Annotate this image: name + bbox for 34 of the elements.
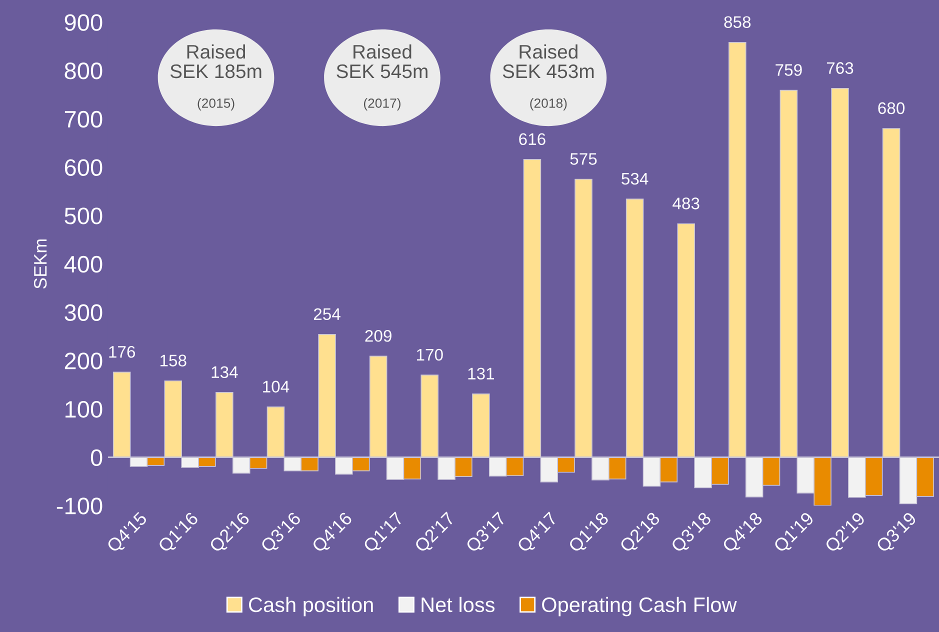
- y-tick-label: 0: [90, 449, 102, 466]
- data-label: 858: [724, 16, 751, 28]
- annotation: Raised SEK 185m (2015): [170, 44, 262, 110]
- y-tick-label: 600: [64, 159, 102, 176]
- data-label: 759: [776, 64, 802, 76]
- legend-label: Operating Cash Flow: [542, 596, 737, 616]
- data-label: 254: [314, 308, 340, 320]
- data-label: 104: [263, 380, 290, 393]
- y-tick-label: 200: [64, 352, 102, 370]
- data-label: 763: [826, 62, 854, 74]
- y-tick-label: 300: [64, 304, 102, 321]
- data-label: 134: [212, 366, 238, 378]
- data-label: 131: [468, 368, 494, 380]
- legend-label: Cash position: [249, 596, 373, 616]
- data-label: 616: [519, 133, 546, 146]
- y-axis-title: SEKm: [34, 239, 47, 289]
- data-label: 680: [878, 102, 905, 114]
- data-label: 483: [672, 198, 700, 210]
- data-label: 170: [416, 348, 443, 361]
- data-label: 534: [622, 172, 648, 185]
- y-tick-label: 700: [64, 110, 102, 128]
- legend-label: Net loss: [422, 596, 495, 612]
- annotation: Raised SEK 453m (2018): [502, 44, 594, 110]
- data-label: 209: [365, 330, 392, 342]
- y-tick-label: -100: [56, 498, 102, 514]
- data-label: 158: [160, 354, 186, 366]
- annotation: Raised SEK 545m (2017): [336, 44, 428, 110]
- y-tick-label: 500: [64, 208, 102, 224]
- data-label: 575: [570, 153, 597, 165]
- y-tick-label: 900: [64, 14, 102, 31]
- data-label: 176: [109, 346, 136, 358]
- y-tick-label: 800: [64, 62, 102, 80]
- y-tick-label: 100: [66, 400, 102, 418]
- y-tick-label: 400: [64, 256, 102, 273]
